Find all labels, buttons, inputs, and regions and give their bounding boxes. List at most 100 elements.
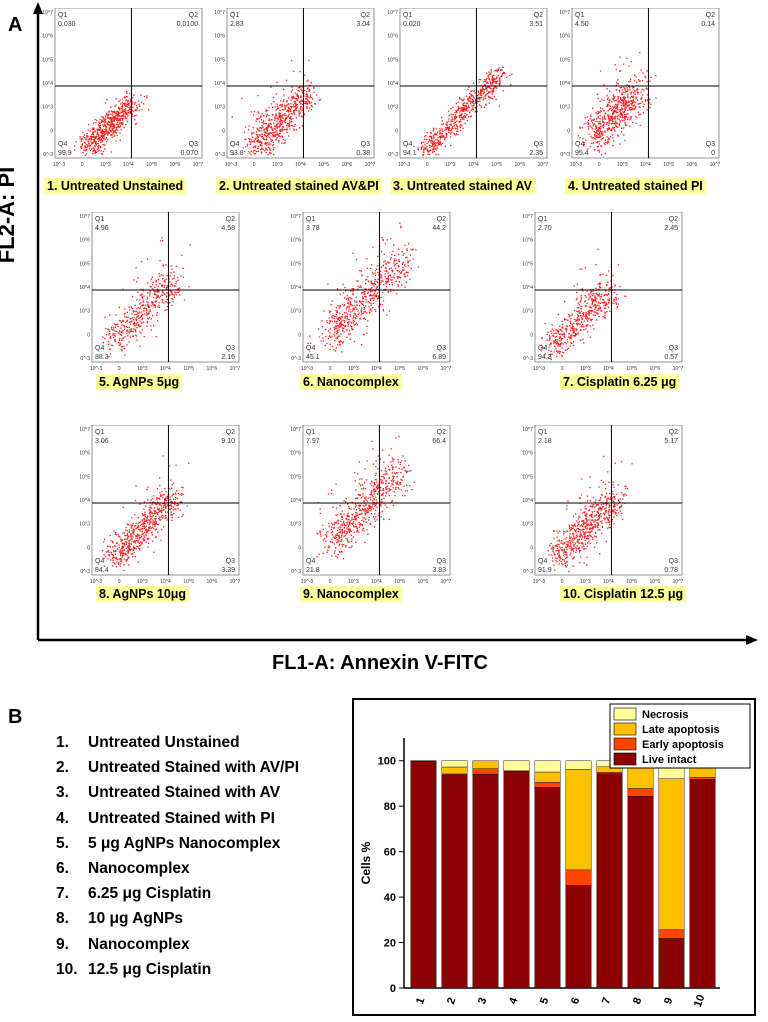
scatter-point <box>375 310 377 312</box>
scatter-point <box>127 103 129 106</box>
scatter-point <box>340 340 342 343</box>
scatter-point <box>154 518 156 520</box>
scatter-point <box>110 151 113 153</box>
scatter-point <box>617 116 619 118</box>
scatter-point <box>355 541 357 543</box>
scatter-point <box>244 150 246 153</box>
scatter-point <box>628 107 630 110</box>
scatter-point <box>627 95 629 97</box>
scatter-point <box>375 287 377 290</box>
scatter-point <box>142 296 144 298</box>
scatter-point <box>123 103 125 105</box>
scatter-point <box>359 494 361 496</box>
scatter-point <box>569 314 571 317</box>
quadrant-label: Q4 <box>403 141 412 148</box>
scatter-point <box>105 130 107 132</box>
scatter-point <box>360 344 363 346</box>
scatter-point <box>429 150 431 152</box>
scatter-point <box>599 117 601 120</box>
scatter-point <box>96 131 99 134</box>
scatter-point <box>565 343 568 345</box>
scatter-point <box>446 121 448 123</box>
scatter-point <box>615 120 617 122</box>
scatter-point <box>281 105 283 108</box>
scatter-point <box>393 491 395 493</box>
scatter-point <box>280 100 282 102</box>
scatter-point <box>500 76 502 78</box>
scatter-point <box>615 69 617 71</box>
scatter-point <box>159 519 161 521</box>
scatter-point <box>339 335 341 337</box>
y-tick-label: 0 <box>567 128 570 134</box>
scatter-point <box>343 305 345 307</box>
scatter-point <box>563 352 565 354</box>
scatter-point <box>614 64 616 66</box>
scatter-point <box>122 338 124 340</box>
scatter-point <box>149 511 151 513</box>
scatter-point <box>148 311 151 313</box>
scatter-point <box>139 528 141 531</box>
quadrant-value-q4: 88.3 <box>95 354 109 361</box>
scatter-point <box>402 261 405 264</box>
scatter-point <box>101 134 103 136</box>
scatter-point <box>101 116 103 118</box>
quadrant-label: Q4 <box>95 558 104 565</box>
scatter-point <box>574 310 576 312</box>
scatter-point <box>347 305 349 308</box>
scatter-point <box>399 276 401 278</box>
scatter-point <box>603 99 605 102</box>
y-tick-label: 10^5 <box>388 57 398 63</box>
scatter-point <box>117 111 119 113</box>
scatter-point <box>149 514 151 516</box>
scatter-point <box>614 284 616 286</box>
scatter-point <box>115 128 118 130</box>
scatter-point <box>383 261 385 263</box>
scatter-point <box>297 87 299 89</box>
scatter-point <box>559 336 561 338</box>
scatter-point <box>606 136 608 138</box>
scatter-point <box>157 306 159 308</box>
scatter-point <box>336 333 338 335</box>
scatter-point <box>261 145 263 147</box>
scatter-point <box>141 311 143 313</box>
scatter-point <box>493 90 495 92</box>
scatter-point <box>557 343 560 345</box>
scatter-point <box>590 307 592 309</box>
scatter-point <box>398 260 400 263</box>
scatter-point <box>120 349 123 351</box>
scatter-point <box>590 312 592 314</box>
scatter-point <box>329 321 331 323</box>
scatter-point <box>332 315 334 317</box>
scatter-point <box>118 123 120 125</box>
scatter-point <box>174 501 176 503</box>
scatter-point <box>624 109 626 111</box>
scatter-point <box>171 298 173 300</box>
scatter-point <box>279 114 281 116</box>
scatter-point <box>372 283 374 285</box>
scatter-point <box>434 142 436 144</box>
scatter-point <box>595 125 597 128</box>
scatter-point <box>500 69 502 71</box>
scatter-point <box>417 266 420 268</box>
scatter-point <box>146 517 148 519</box>
scatter-point <box>334 320 336 322</box>
scatter-point <box>173 294 175 296</box>
scatter-point <box>453 125 455 127</box>
scatter-point <box>358 312 360 314</box>
scatter-point <box>123 115 125 117</box>
scatter-point <box>575 329 577 331</box>
scatter-point <box>162 239 164 242</box>
scatter-point <box>624 88 626 90</box>
scatter-point <box>265 109 267 111</box>
scatter-point <box>111 557 114 559</box>
scatter-point <box>617 83 619 85</box>
scatter-point <box>606 88 608 90</box>
scatter-point <box>404 460 406 462</box>
scatter-point <box>276 115 278 117</box>
scatter-point <box>160 519 162 521</box>
scatter-point <box>613 128 615 131</box>
scatter-point <box>86 144 88 146</box>
scatter-point <box>561 338 564 340</box>
scatter-point <box>375 503 377 505</box>
scatter-point <box>122 543 124 545</box>
